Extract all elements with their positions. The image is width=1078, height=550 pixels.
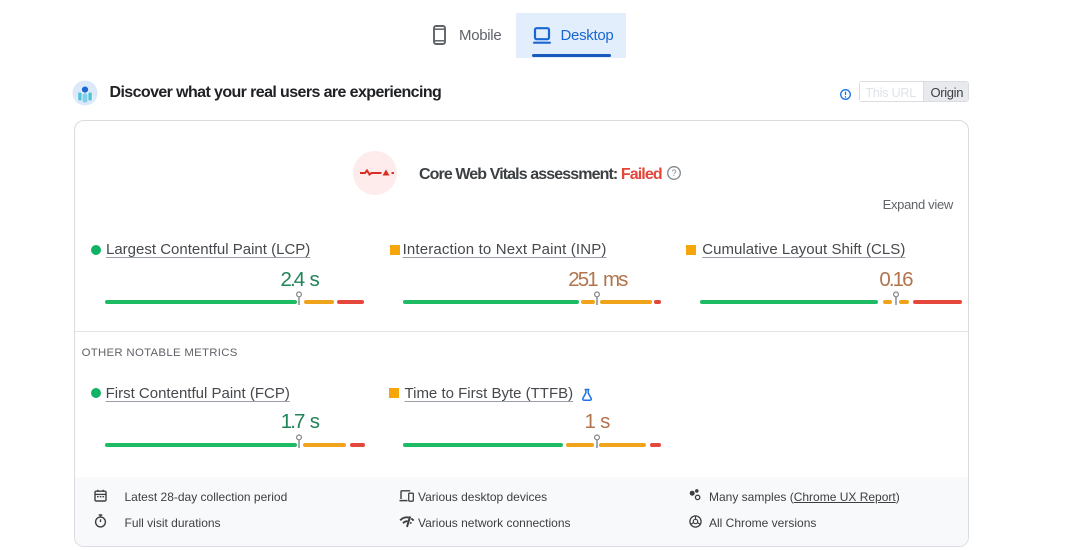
svg-text:?: ? bbox=[671, 168, 676, 178]
